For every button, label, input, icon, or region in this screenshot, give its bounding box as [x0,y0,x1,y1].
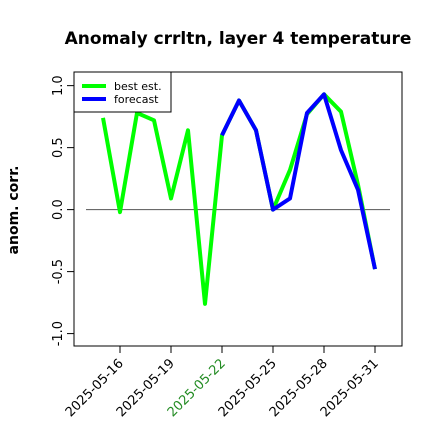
chart-title: Anomaly crrltn, layer 4 temperature [65,29,412,49]
y-tick-label: -0.5 [51,259,66,284]
legend-label: best est. [114,80,162,93]
legend-box [73,71,172,113]
plot-frame [73,71,403,347]
series-line [220,92,377,270]
y-tick-label: 0.0 [51,199,66,220]
y-axis-label: anom. corr. [6,166,22,255]
y-tick-label: 1.0 [51,75,66,96]
y-tick-label: 0.5 [51,137,66,158]
legend-label: forecast [114,93,159,106]
legend: best est.forecast [73,71,172,113]
y-tick-label: -1.0 [51,321,66,346]
